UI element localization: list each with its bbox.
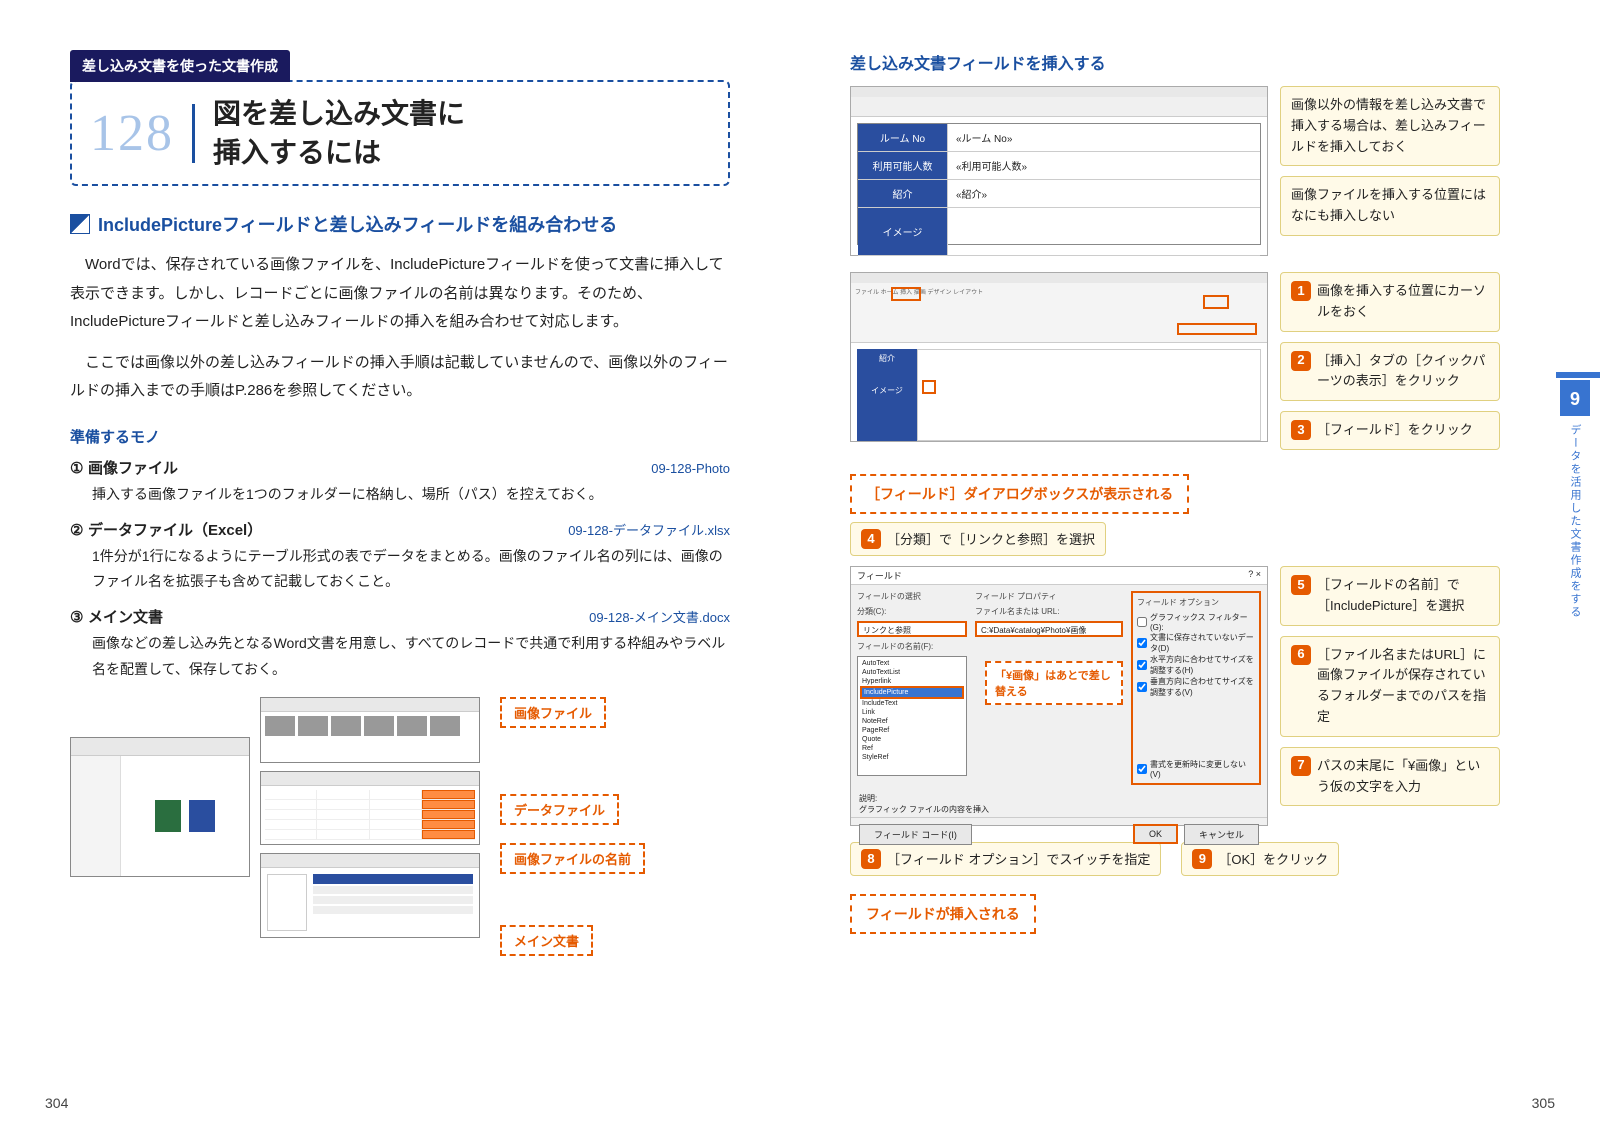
excel-icon — [155, 800, 181, 832]
diagram-label: データファイル — [500, 794, 619, 825]
diagram-label: 画像ファイルの名前 — [500, 843, 645, 874]
field-dialog: フィールド? × フィールドの選択 分類(C): リンクと参照 フィールドの名前… — [850, 566, 1268, 826]
title-block: 128 図を差し込み文書に 挿入するには — [70, 80, 730, 186]
section-number: 128 — [90, 104, 195, 163]
page-left: 差し込み文書を使った文書作成 128 図を差し込み文書に 挿入するには Incl… — [0, 0, 800, 1136]
diagram-label: 画像ファイル — [500, 697, 606, 728]
list-item[interactable]: Link — [860, 708, 964, 717]
figure-dialog: フィールド? × フィールドの選択 分類(C): リンクと参照 フィールドの名前… — [850, 566, 1500, 826]
list-item[interactable]: AutoTextList — [860, 668, 964, 677]
photo-folder-screenshot — [260, 697, 480, 763]
list-item[interactable]: AutoText — [860, 659, 964, 668]
list-item[interactable]: Hyperlink — [860, 677, 964, 686]
field-options: フィールド オプション グラフィックス フィルター(G):文書に保存されていない… — [1131, 591, 1261, 785]
word-window: ルーム No«ルーム No»利用可能人数«利用可能人数»紹介«紹介»イメージ — [850, 86, 1268, 256]
ok-button[interactable]: OK — [1133, 824, 1178, 844]
info-callout: 画像ファイルを挿入する位置にはなにも挿入しない — [1280, 176, 1500, 236]
step-callout: 6［ファイル名またはURL］に画像ファイルが保存されているフォルダーまでのパスを… — [1280, 636, 1500, 737]
page-number: 304 — [45, 1095, 68, 1111]
doc-row: ルーム No«ルーム No» — [858, 124, 1260, 152]
list-item[interactable]: Ref — [860, 744, 964, 753]
list-item[interactable]: NoteRef — [860, 717, 964, 726]
field-name-list[interactable]: AutoTextAutoTextListHyperlinkIncludePict… — [857, 656, 967, 776]
file-ref: 09-128-メイン文書.docx — [589, 607, 730, 626]
list-item[interactable]: IncludePicture — [860, 686, 964, 699]
explorer-screenshot — [70, 737, 250, 877]
prep-heading: 準備するモノ — [70, 426, 730, 447]
filename-input[interactable]: C:¥Data¥catalog¥Photo¥画像 — [975, 621, 1123, 637]
word-screenshot — [260, 853, 480, 938]
word-window-insert: ファイル ホーム 挿入 描画 デザイン レイアウト 紹介 イメージ — [850, 272, 1268, 442]
file-ref: 09-128-データファイル.xlsx — [568, 520, 730, 539]
chapter-tab: 9 データを活用した文書作成をする — [1560, 380, 1590, 627]
step-callout: 2［挿入］タブの［クイックパーツの表示］をクリック — [1280, 342, 1500, 402]
result-callout: フィールドが挿入される — [850, 894, 1036, 934]
prep-item: ②データファイル（Excel） 09-128-データファイル.xlsx 1件分が… — [70, 519, 730, 594]
word-icon — [189, 800, 215, 832]
doc-row: イメージ — [858, 208, 1260, 256]
doc-row: 利用可能人数«利用可能人数» — [858, 152, 1260, 180]
info-callout: 画像以外の情報を差し込み文書で挿入する場合は、差し込みフィールドを挿入しておく — [1280, 86, 1500, 166]
page-right: 差し込み文書フィールドを挿入する ルーム No«ルーム No»利用可能人数«利用… — [800, 0, 1600, 1136]
side-bar — [1556, 372, 1600, 378]
body-paragraph: ここでは画像以外の差し込みフィールドの挿入手順は記載していませんので、画像以外の… — [70, 349, 730, 406]
step-callout: 1画像を挿入する位置にカーソルをおく — [1280, 272, 1500, 332]
diagram: 画像ファイル データファイル 画像ファイルの名前 メイン文書 — [70, 697, 730, 956]
list-item[interactable]: PageRef — [860, 726, 964, 735]
chapter-label: 差し込み文書を使った文書作成 — [70, 50, 290, 82]
step-callout: 5［フィールドの名前］で［IncludePicture］を選択 — [1280, 566, 1500, 626]
body-paragraph: Wordでは、保存されている画像ファイルを、IncludePictureフィール… — [70, 251, 730, 337]
diagram-label: メイン文書 — [500, 925, 593, 956]
inline-note: 「¥画像」はあとで差し替える — [985, 661, 1123, 705]
section-title: 図を差し込み文書に 挿入するには — [213, 94, 465, 172]
step-callout: 7パスの末尾に「¥画像」という仮の文字を入力 — [1280, 747, 1500, 807]
step-callout: 4 ［分類］で［リンクと参照］を選択 — [850, 522, 1106, 556]
file-ref: 09-128-Photo — [651, 461, 730, 476]
right-heading: 差し込み文書フィールドを挿入する — [850, 50, 1500, 74]
sub-heading: IncludePictureフィールドと差し込みフィールドを組み合わせる — [70, 211, 730, 237]
step-callout: 3［フィールド］をクリック — [1280, 411, 1500, 450]
figure-1: ルーム No«ルーム No»利用可能人数«利用可能人数»紹介«紹介»イメージ 画… — [850, 86, 1500, 256]
list-item[interactable]: StyleRef — [860, 753, 964, 762]
field-code-button[interactable]: フィールド コード(I) — [859, 824, 972, 845]
close-icon[interactable]: ? × — [1248, 569, 1261, 582]
prep-item: ③メイン文書 09-128-メイン文書.docx 画像などの差し込み先となるWo… — [70, 606, 730, 681]
page-number: 305 — [1532, 1095, 1555, 1111]
list-item[interactable]: IncludeText — [860, 699, 964, 708]
category-select[interactable]: リンクと参照 — [857, 621, 967, 637]
list-item[interactable]: Quote — [860, 735, 964, 744]
excel-screenshot — [260, 771, 480, 845]
figure-2: ファイル ホーム 挿入 描画 デザイン レイアウト 紹介 イメージ 1画像を挿入… — [850, 272, 1500, 450]
prep-item: ①画像ファイル 09-128-Photo 挿入する画像ファイルを1つのフォルダー… — [70, 457, 730, 507]
result-callout: ［フィールド］ダイアログボックスが表示される — [850, 474, 1189, 514]
doc-row: 紹介«紹介» — [858, 180, 1260, 208]
cancel-button[interactable]: キャンセル — [1184, 824, 1259, 845]
